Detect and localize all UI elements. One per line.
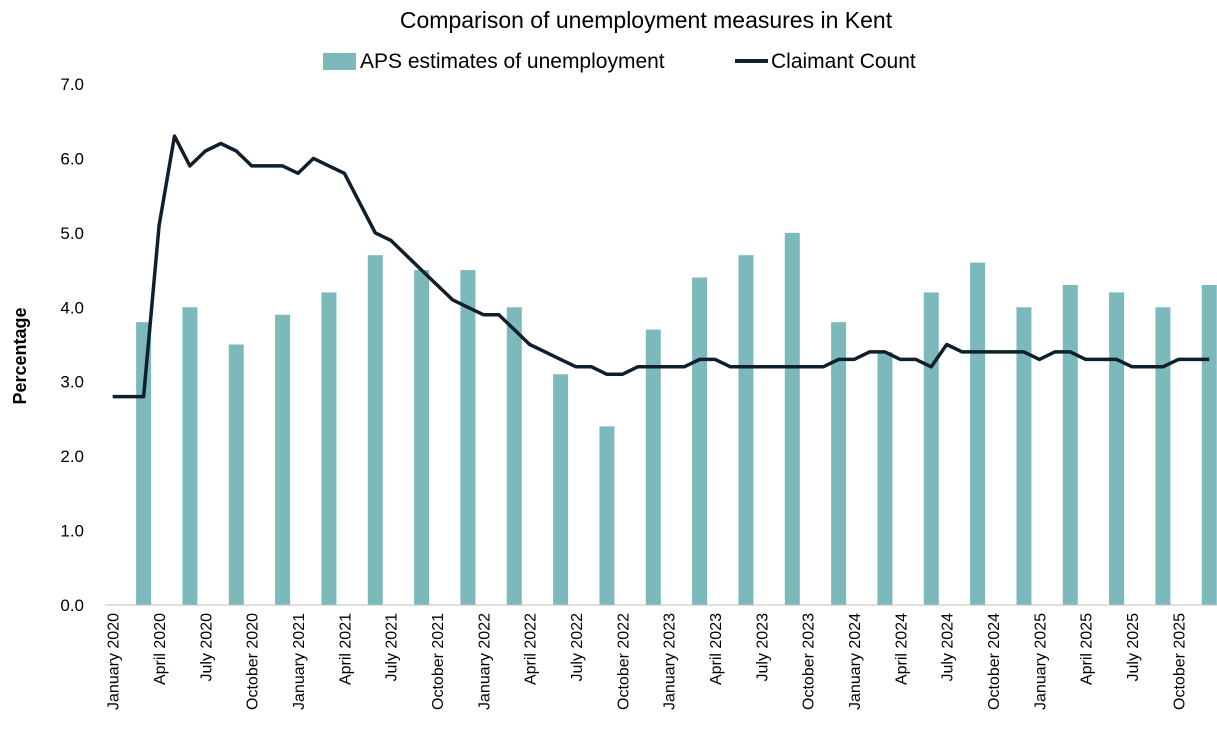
x-tick-label: January 2023 xyxy=(662,613,679,710)
x-tick-label: January 2021 xyxy=(291,613,308,710)
x-tick-label: January 2020 xyxy=(106,613,123,710)
y-tick-label: 2.0 xyxy=(60,447,84,466)
x-tick-label: October 2023 xyxy=(801,613,818,710)
aps-bar xyxy=(506,307,522,605)
aps-bar xyxy=(1201,284,1217,605)
aps-bar xyxy=(275,314,291,605)
y-tick-label: 5.0 xyxy=(60,224,84,243)
x-tick-label: April 2020 xyxy=(152,613,169,685)
aps-bar xyxy=(831,322,847,605)
x-tick-label: July 2021 xyxy=(384,613,401,682)
aps-bar xyxy=(321,292,337,605)
aps-bar xyxy=(923,292,939,605)
aps-bar xyxy=(1109,292,1125,605)
aps-bar xyxy=(692,277,708,605)
y-axis-label: Percentage xyxy=(10,307,30,404)
x-tick-label: October 2022 xyxy=(615,613,632,710)
aps-bar xyxy=(414,270,430,605)
x-tick-label: October 2025 xyxy=(1171,613,1188,710)
x-tick-label: October 2024 xyxy=(986,613,1003,710)
x-tick-label: July 2025 xyxy=(1125,613,1142,682)
y-tick-label: 0.0 xyxy=(60,596,84,615)
aps-bar xyxy=(367,255,383,605)
x-tick-label: April 2021 xyxy=(337,613,354,685)
x-tick-label: April 2025 xyxy=(1079,613,1096,685)
aps-bar xyxy=(1062,284,1078,605)
legend-swatch-aps xyxy=(323,53,356,70)
aps-bar xyxy=(460,270,476,605)
y-tick-label: 1.0 xyxy=(60,522,84,541)
x-tick-label: October 2021 xyxy=(430,613,447,710)
aps-bar xyxy=(1155,307,1171,605)
x-tick-label: July 2020 xyxy=(198,613,215,682)
x-tick-label: July 2023 xyxy=(754,613,771,682)
chart-title: Comparison of unemployment measures in K… xyxy=(400,7,893,33)
y-axis-ticks: 0.0 1.0 2.0 3.0 4.0 5.0 6.0 7.0 xyxy=(60,75,84,615)
aps-bar xyxy=(1016,307,1032,605)
x-tick-label: January 2024 xyxy=(847,613,864,710)
aps-bar xyxy=(136,322,152,605)
x-tick-label: July 2022 xyxy=(569,613,586,682)
y-tick-label: 6.0 xyxy=(60,149,84,168)
aps-bar xyxy=(645,329,661,605)
aps-bar xyxy=(970,262,986,605)
x-tick-label: April 2023 xyxy=(708,613,725,685)
line-series-claimant xyxy=(112,134,1210,399)
x-axis-ticks: January 2020 April 2020 July 2020 October 2… xyxy=(106,613,1189,710)
legend-label-claimant: Claimant Count xyxy=(771,50,916,73)
legend: APS estimates of unemployment Claimant C… xyxy=(323,50,916,73)
aps-bar xyxy=(877,351,893,605)
claimant-count-line xyxy=(112,134,1210,399)
bar-series-aps xyxy=(136,232,1217,605)
x-tick-label: October 2020 xyxy=(245,613,262,710)
aps-bar xyxy=(784,232,800,605)
x-tick-label: January 2022 xyxy=(476,613,493,710)
legend-label-aps: APS estimates of unemployment xyxy=(360,50,665,73)
x-tick-label: April 2022 xyxy=(523,613,540,685)
y-tick-label: 4.0 xyxy=(60,298,84,317)
y-tick-label: 3.0 xyxy=(60,373,84,392)
aps-bar xyxy=(228,344,244,605)
aps-bar xyxy=(553,374,569,605)
aps-bar xyxy=(599,426,615,605)
aps-bar xyxy=(738,255,754,605)
x-tick-label: April 2024 xyxy=(893,613,910,685)
y-tick-label: 7.0 xyxy=(60,75,84,94)
aps-bar xyxy=(182,307,198,605)
x-tick-label: July 2024 xyxy=(940,613,957,682)
x-tick-label: January 2025 xyxy=(1032,613,1049,710)
